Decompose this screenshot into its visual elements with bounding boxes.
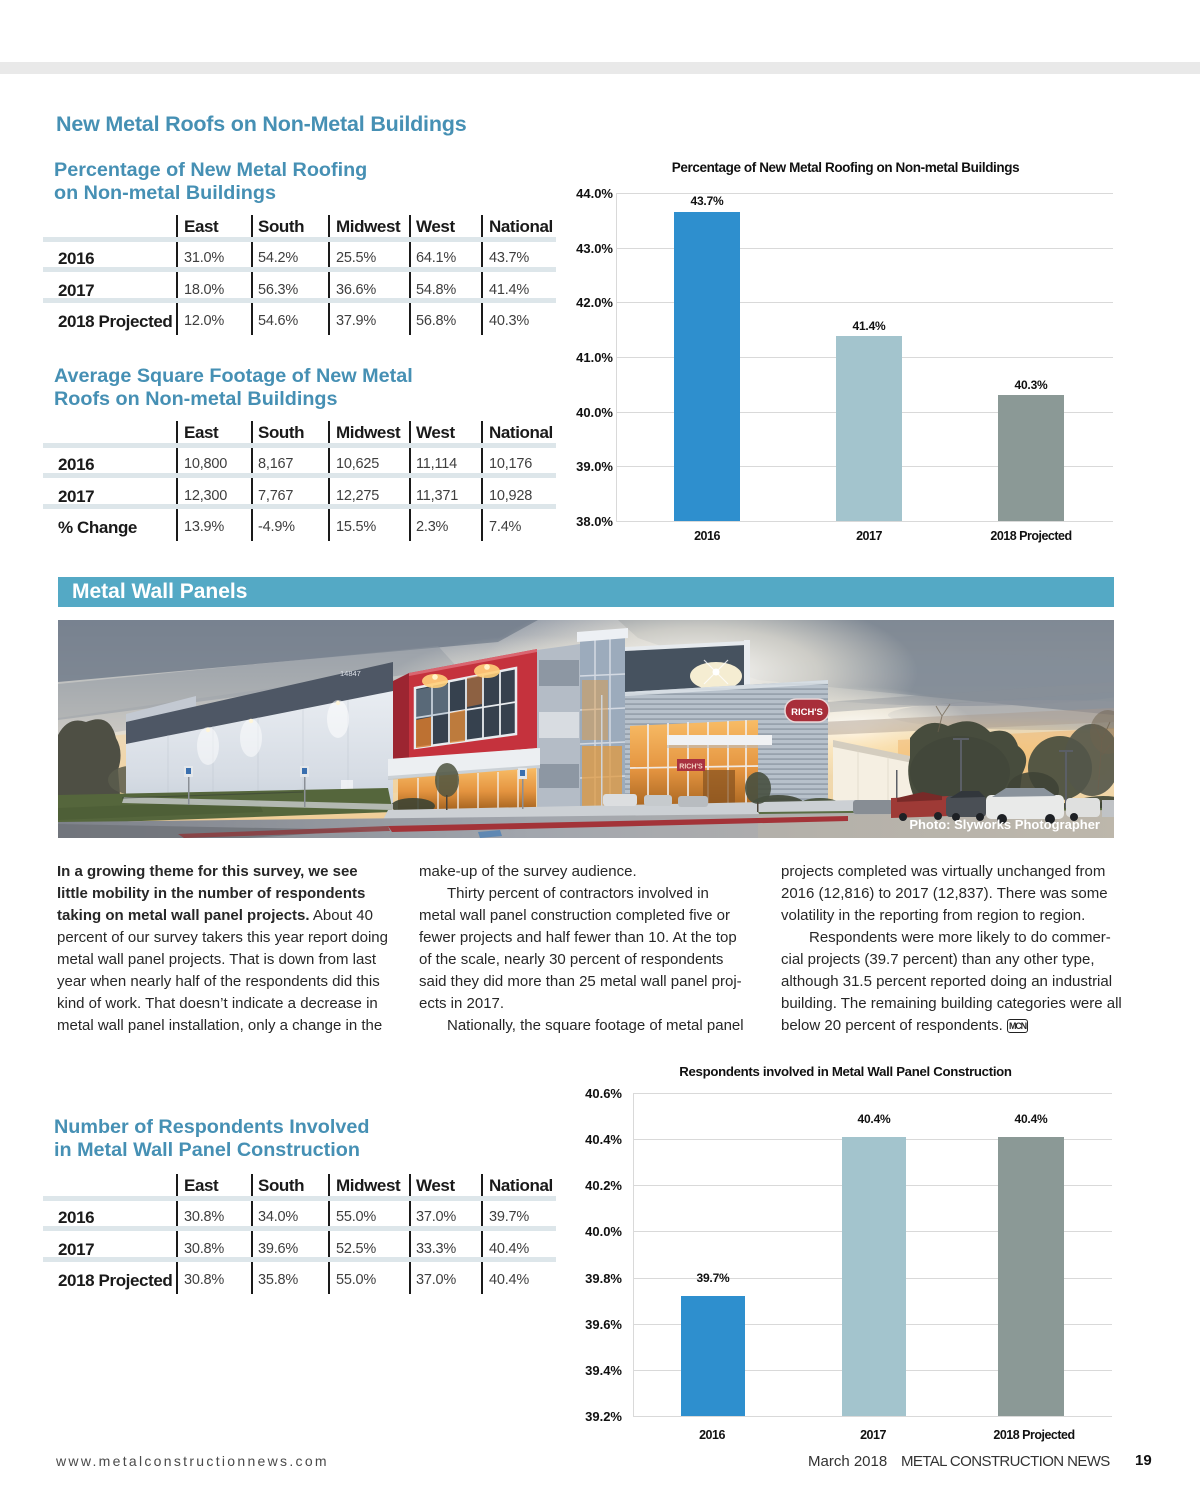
svg-text:RICH'S: RICH'S: [679, 764, 703, 771]
svg-text:14847: 14847: [340, 669, 361, 678]
svg-text:RICH'S: RICH'S: [791, 707, 823, 718]
